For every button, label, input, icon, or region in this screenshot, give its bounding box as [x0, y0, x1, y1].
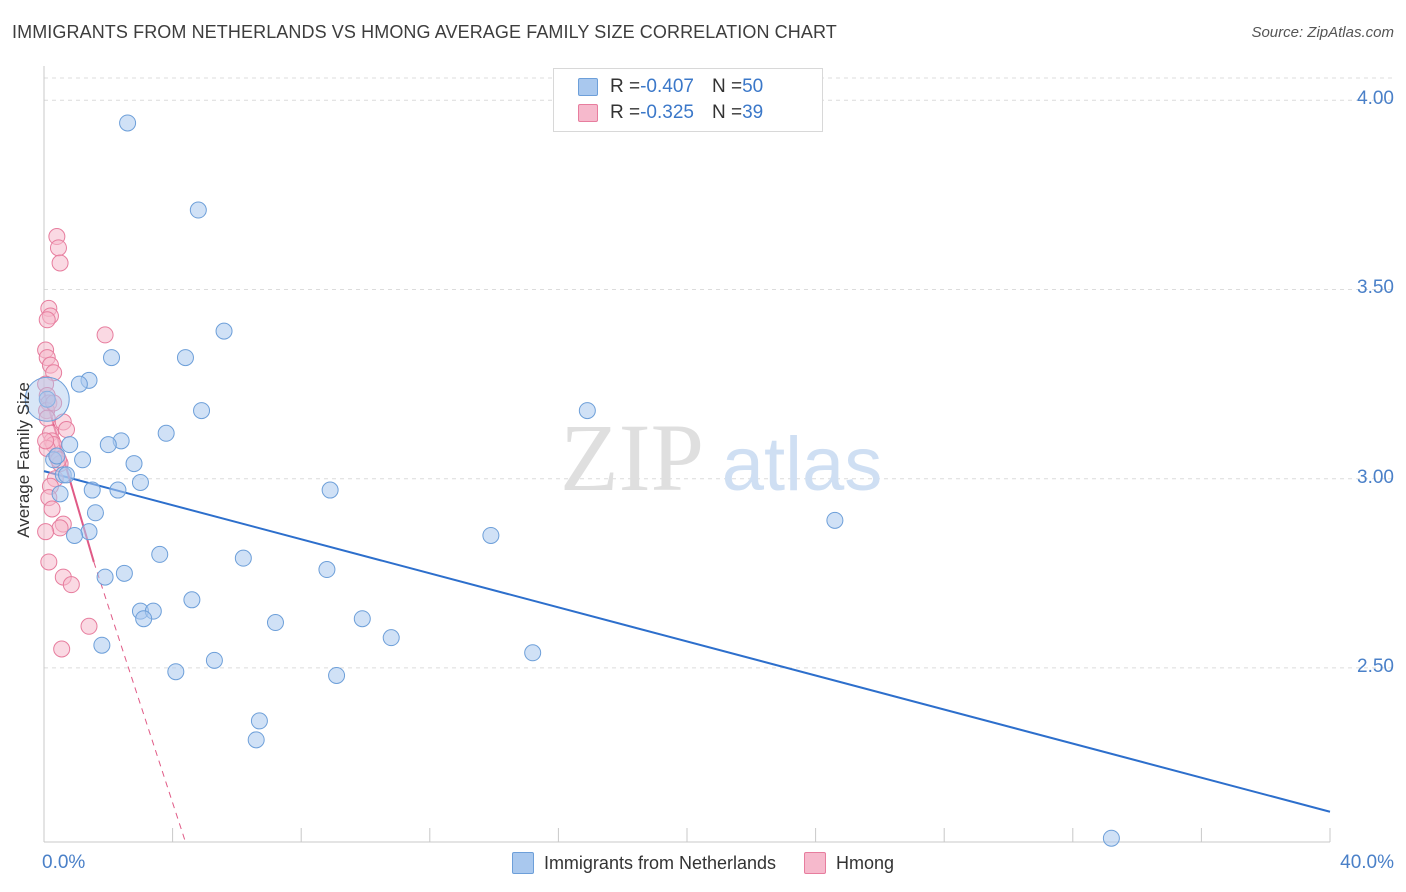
netherlands-point: [86, 504, 104, 522]
netherlands-point: [266, 614, 284, 632]
hmong-point: [58, 421, 76, 439]
netherlands-legend-swatch: [511, 852, 534, 874]
netherlands-point: [83, 481, 101, 499]
grid-lines: [44, 77, 1396, 669]
y-tick-label: 2.50: [1357, 655, 1394, 677]
netherlands-point: [80, 523, 98, 541]
netherlands-point-large: [24, 376, 70, 422]
netherlands-point: [193, 402, 211, 420]
hmong-point: [51, 254, 69, 272]
hmong-point: [62, 576, 80, 594]
netherlands-point: [250, 712, 268, 730]
hmong-trend-extension: [93, 561, 186, 843]
hmong-legend-swatch: [804, 852, 827, 874]
netherlands-point: [151, 545, 169, 563]
legend-item-netherlands[interactable]: Immigrants from Netherlands: [511, 852, 777, 874]
hmong-point: [51, 519, 69, 537]
netherlands-point: [167, 663, 185, 681]
netherlands-point: [135, 610, 153, 628]
netherlands-trend-line: [43, 470, 1331, 813]
data-points: [24, 114, 1120, 847]
watermark: ZIP atlas: [560, 404, 882, 511]
hmong-point: [80, 617, 98, 635]
netherlands-point: [93, 636, 111, 654]
netherlands-point: [125, 455, 143, 473]
netherlands-point: [109, 481, 127, 499]
n-label: N =: [711, 76, 743, 97]
netherlands-point: [328, 666, 346, 684]
netherlands-point: [826, 511, 844, 529]
netherlands-point: [524, 644, 542, 662]
n-value: 39: [742, 102, 764, 123]
hmong-point: [49, 239, 67, 257]
netherlands-point: [382, 629, 400, 647]
netherlands-point: [183, 591, 201, 609]
netherlands-point: [103, 349, 121, 367]
x-tick-max: 40.0%: [1340, 852, 1394, 873]
legend-label-hmong: Hmong: [836, 852, 895, 873]
hmong-point: [53, 640, 71, 658]
netherlands-point: [58, 466, 76, 484]
netherlands-point: [51, 485, 69, 503]
source-label: Source: ZipAtlas.com: [1251, 24, 1394, 41]
legend-item-hmong[interactable]: Hmong: [804, 852, 894, 874]
y-tick-label: 4.00: [1357, 88, 1394, 110]
netherlands-point: [353, 610, 371, 628]
netherlands-point: [247, 731, 265, 749]
r-label: R =: [610, 102, 641, 123]
netherlands-point: [115, 564, 133, 582]
netherlands-point: [176, 349, 194, 367]
n-label: N =: [711, 102, 743, 123]
watermark-zip: ZIP: [560, 404, 704, 511]
netherlands-point: [215, 322, 233, 340]
stats-legend: R = -0.407 N = 50 R = -0.325 N = 39: [553, 68, 823, 132]
hmong-point: [96, 326, 114, 344]
n-value: 50: [742, 76, 764, 97]
netherlands-point: [61, 436, 79, 454]
netherlands-point: [234, 549, 252, 567]
netherlands-point: [74, 451, 92, 469]
netherlands-point: [48, 447, 66, 465]
netherlands-point: [482, 526, 500, 544]
hmong-point: [38, 311, 56, 329]
y-axis-label: Average Family Size: [14, 382, 33, 538]
hmong-point: [37, 523, 55, 541]
netherlands-point: [119, 114, 137, 132]
netherlands-point: [321, 481, 339, 499]
chart-title: IMMIGRANTS FROM NETHERLANDS VS HMONG AVE…: [12, 22, 837, 42]
y-tick-label: 3.50: [1357, 277, 1394, 299]
y-tick-label: 3.00: [1357, 466, 1394, 488]
netherlands-point: [99, 436, 117, 454]
netherlands-point: [131, 473, 149, 491]
r-value: -0.325: [640, 102, 694, 123]
netherlands-point: [578, 402, 596, 420]
r-value: -0.407: [640, 76, 694, 97]
watermark-atlas: atlas: [722, 422, 883, 507]
netherlands-point: [157, 424, 175, 442]
y-axis-label-wrap: Average Family Size: [14, 304, 34, 538]
hmong-swatch: [578, 104, 598, 122]
netherlands-point: [1102, 829, 1120, 847]
hmong-point: [43, 500, 61, 518]
x-tick-min: 0.0%: [42, 852, 86, 873]
netherlands-point: [96, 568, 114, 586]
r-label: R =: [610, 76, 641, 97]
stats-row-netherlands: R = -0.407 N = 50: [578, 75, 763, 99]
netherlands-swatch: [578, 78, 598, 96]
legend-label-netherlands: Immigrants from Netherlands: [543, 852, 777, 873]
netherlands-point: [38, 390, 56, 408]
hmong-point: [40, 553, 58, 571]
series-legend: Immigrants from Netherlands Hmong: [0, 852, 1406, 874]
netherlands-point: [70, 375, 88, 393]
netherlands-point: [66, 526, 84, 544]
netherlands-point: [189, 201, 207, 219]
stats-row-hmong: R = -0.325 N = 39: [578, 101, 763, 125]
netherlands-point: [205, 651, 223, 669]
hmong-point: [37, 432, 55, 450]
netherlands-point: [318, 561, 336, 579]
